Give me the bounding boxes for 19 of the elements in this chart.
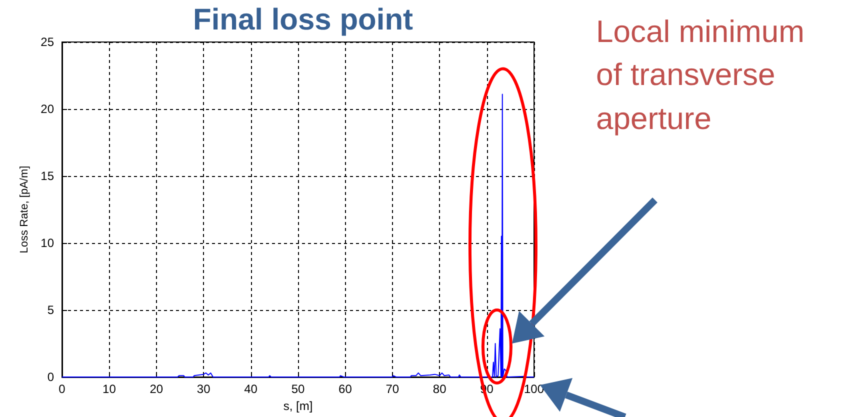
y-tick-label: 15 bbox=[40, 169, 54, 183]
y-tick-label: 5 bbox=[47, 303, 54, 317]
chart-title: Final loss point bbox=[192, 4, 414, 36]
y-tick-label: 0 bbox=[47, 370, 54, 384]
x-tick-label: 50 bbox=[291, 382, 305, 396]
x-tick-label: 0 bbox=[58, 382, 66, 396]
y-tick-label: 10 bbox=[40, 236, 54, 250]
x-tick-label: 20 bbox=[150, 382, 164, 396]
x-tick-label: 70 bbox=[386, 382, 400, 396]
x-tick-label: 30 bbox=[196, 382, 211, 396]
text: Local minimum of transverse aperture bbox=[596, 13, 806, 138]
y-axis-title: Loss Rate, [pA/m] bbox=[18, 166, 30, 254]
x-axis-title: s, [m] bbox=[283, 398, 313, 413]
x-tick-label: 10 bbox=[102, 382, 116, 396]
y-tick-label: 20 bbox=[40, 102, 54, 116]
y-tick-label: 25 bbox=[40, 35, 54, 49]
x-tick-label: 60 bbox=[338, 382, 352, 396]
x-tick-label: 40 bbox=[244, 382, 258, 396]
x-tick-label: 80 bbox=[432, 382, 447, 396]
